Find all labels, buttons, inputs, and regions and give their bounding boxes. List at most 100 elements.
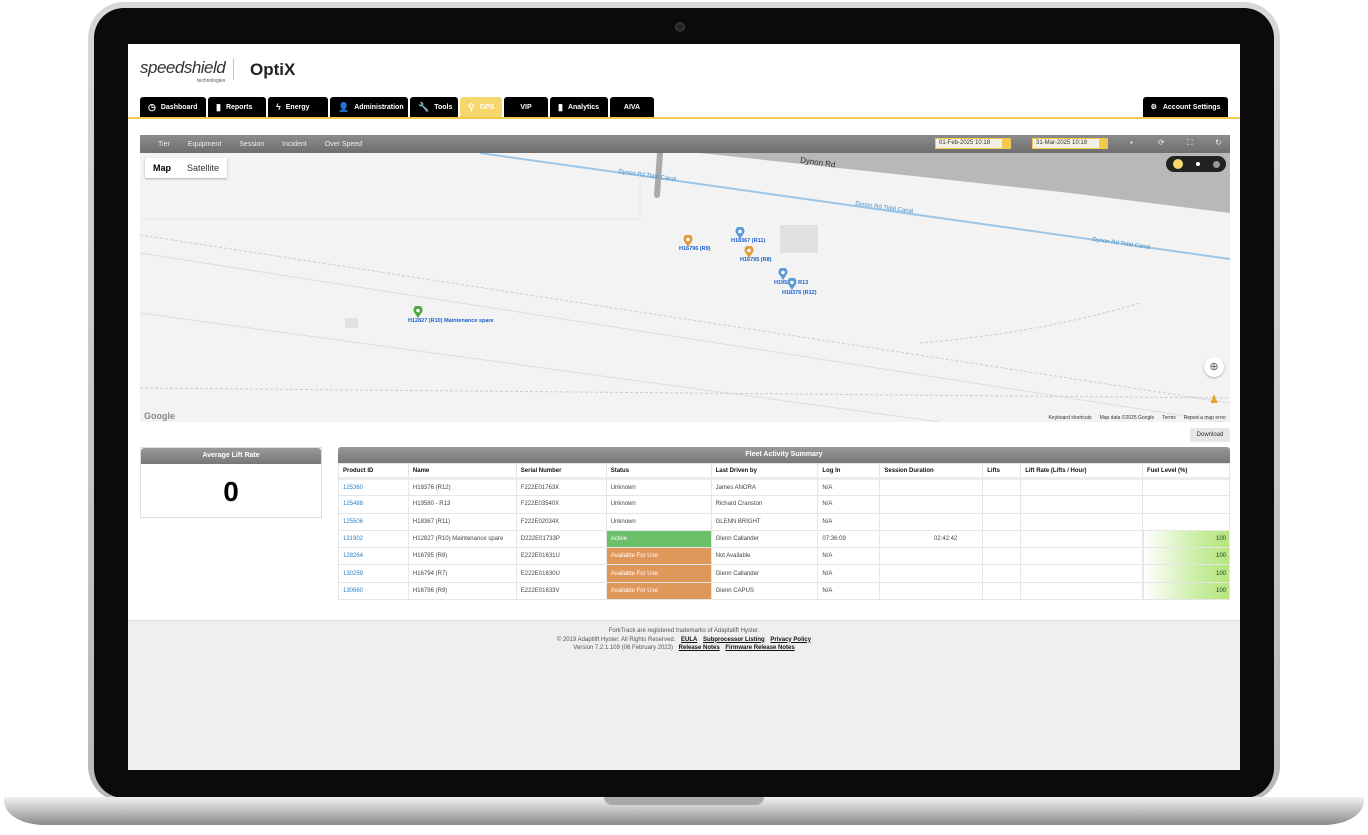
tab-vip[interactable]: VIP [504,97,548,117]
login-cell: N/A [817,495,881,514]
column-header[interactable]: Lift Rate (Lifts / Hour) [1020,463,1144,480]
login-cell: 07:36:09 [817,529,881,549]
terms-link[interactable]: Terms [1162,415,1176,421]
tab-analytics[interactable]: ▮ Analytics [550,97,608,117]
map-pin-icon[interactable] [744,245,754,258]
reload-icon[interactable]: ↻ [1215,138,1222,147]
product-id-link[interactable]: 128264 [338,547,409,566]
map-marker-label[interactable]: H16795 (R8) [740,257,772,263]
fuel-level-cell: 100 [1142,547,1230,566]
report-error-link[interactable]: Report a map error [1183,415,1226,421]
subprocessor-link[interactable]: Subprocessor Listing [703,636,765,643]
gps-map[interactable]: Dynon Rd Dynon Rd Tidal Canal Dynon Rd T… [140,153,1230,422]
tab-gps[interactable]: ⚲ GPS [460,97,502,117]
tab-energy[interactable]: ϟ Energy [268,97,328,117]
map-marker-label[interactable]: H18376 (R12) [782,290,817,296]
session-duration-cell [879,581,984,601]
filter-over-speed[interactable]: Over Speed [324,140,363,148]
map-marker-label[interactable]: H12827 (R10) Maintenance spare [408,318,494,324]
map-data-text: Map data ©2025 Google [1099,415,1155,421]
eula-link[interactable]: EULA [681,636,698,643]
product-id-link[interactable]: 130660 [338,581,409,601]
column-header[interactable]: Product ID [338,463,409,480]
map-pin-icon[interactable] [735,226,745,239]
pin-layer-icon[interactable] [1172,159,1183,169]
copyright-text: © 2019 Adaptlift Hyster. All Rights Rese… [556,636,676,643]
column-header[interactable]: Name [407,463,517,480]
map-pin-icon[interactable] [787,277,797,290]
account-settings-button[interactable]: ⚙ Account Settings [1143,97,1228,117]
serial-cell: F222E01763X [515,477,607,497]
lightning-icon: ϟ [276,102,281,112]
privacy-link[interactable]: Privacy Policy [770,636,812,643]
column-header[interactable]: Fuel Level (%) [1142,463,1230,480]
user-icon: 👤 [338,101,350,112]
table-row: 130660 H16796 (R9) E222E01633V Available Fo… [338,581,1230,601]
lift-rate-cell [1020,581,1144,601]
save-icon[interactable]: ▪ [1130,138,1133,147]
map-type-map[interactable]: Map [153,163,171,173]
column-header[interactable]: Session Duration [879,463,984,480]
tab-aiva[interactable]: AIVA [610,97,654,117]
tab-tools[interactable]: 🔧 Tools [410,97,458,117]
filter-session[interactable]: Session [239,140,265,148]
tab-dashboard[interactable]: ◷ Dashboard [140,97,206,117]
column-header[interactable]: Last Driven by [710,463,819,480]
serial-cell: D222E01733P [515,529,607,549]
map-marker-label[interactable]: H16796 (R9) [679,246,711,252]
recenter-icon[interactable]: ⊕ [1204,357,1224,377]
keyboard-shortcuts-link[interactable]: Keyboard shortcuts [1048,415,1092,421]
product-id-link[interactable]: 131902 [338,529,409,549]
column-header[interactable]: Serial Number [515,463,607,480]
session-duration-cell [879,564,984,583]
tab-label: Reports [225,103,253,111]
product-id-link[interactable]: 130259 [338,564,409,583]
tab-label: GPS [479,103,495,111]
fleet-table: Product ID Name Serial Number Status Last Dr… [338,463,1230,601]
filter-incident[interactable]: Incident [282,140,307,148]
dot-layer-icon[interactable] [1195,162,1200,166]
date-to-input[interactable]: 31-Mar-2025 10:18 [1032,138,1108,149]
session-duration-cell: 02:42:42 [879,529,984,549]
fullscreen-icon[interactable]: ⛶ [1187,138,1193,147]
login-cell: N/A [817,512,881,531]
lift-rate-cell [1020,529,1144,549]
name-cell: H16796 (R9) [407,581,517,601]
refresh-icon[interactable]: ⟳ [1158,138,1165,147]
map-pin-icon[interactable] [413,305,423,318]
column-header[interactable]: Log In [817,463,881,480]
lift-rate-cell [1020,477,1144,497]
filter-tier[interactable]: Tier [158,140,170,148]
product-id-link[interactable]: 125360 [338,477,409,497]
map-type-satellite[interactable]: Satellite [187,163,220,173]
tab-reports[interactable]: ▮ Reports [208,97,266,117]
tab-label: Administration [354,103,404,111]
filter-equipment[interactable]: Equipment [187,140,222,148]
driver-cell: GLENN BRIGHT [710,512,819,531]
map-pin-icon: ⚲ [468,101,475,112]
version-text: Version 7.2.1.109 (06 February 2023) [573,645,673,651]
lift-rate-cell [1020,547,1144,566]
street-view-pegman-icon[interactable]: ♟ [1209,394,1219,406]
tab-label: Dashboard [160,103,198,111]
info-layer-icon[interactable] [1212,160,1220,168]
laptop-notch [604,797,764,805]
layer-toggle[interactable] [1166,156,1226,172]
product-id-link[interactable]: 125506 [338,512,409,531]
product-id-link[interactable]: 125488 [338,495,409,514]
map-pin-icon[interactable] [778,267,788,280]
tab-administration[interactable]: 👤 Administration [330,97,408,117]
map-marker-label[interactable]: H18367 (R11) [731,238,766,244]
map-pin-icon[interactable] [683,234,693,247]
column-header[interactable]: Status [605,463,712,480]
download-button[interactable]: Download [1190,428,1230,442]
firmware-notes-link[interactable]: Firmware Release Notes [725,645,795,651]
release-notes-link[interactable]: Release Notes [678,645,720,651]
name-cell: H16794 (R7) [407,564,517,583]
bar-chart-icon: ▮ [216,101,221,112]
column-header[interactable]: Lifts [982,463,1022,480]
session-duration-cell [879,547,984,566]
date-from-input[interactable]: 01-Feb-2025 10:18 [935,138,1011,149]
name-cell: H19580 - R13 [407,495,517,514]
fuel-level-cell [1142,495,1230,514]
